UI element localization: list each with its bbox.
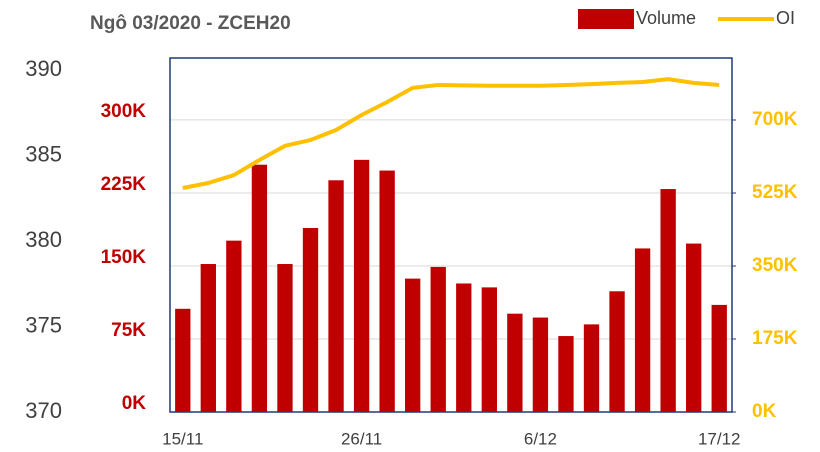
chart-title: Ngô 03/2020 - ZCEH20 [90, 13, 291, 34]
bar [456, 283, 472, 412]
y-tick-label: 225K [101, 174, 147, 195]
y-tick-label: 300K [101, 101, 147, 122]
bar [405, 278, 421, 412]
x-tick-label: 26/11 [341, 429, 382, 448]
bar [302, 227, 319, 412]
bar [686, 243, 702, 412]
plot-frame [169, 57, 733, 413]
bar [251, 164, 268, 412]
legend-label: Volume [636, 8, 696, 28]
bar [711, 304, 727, 412]
bar [328, 180, 344, 412]
y-tick-label: 150K [101, 247, 147, 268]
price-tick-label: 375 [25, 312, 62, 337]
legend-swatch [578, 9, 634, 29]
bar [558, 336, 574, 412]
bar [226, 240, 242, 412]
bar [200, 264, 216, 412]
bar [660, 189, 676, 412]
y-tick-label: 75K [111, 320, 146, 341]
bar [532, 317, 549, 412]
legend-label: OI [776, 8, 795, 28]
y2-tick-label: 525K [752, 182, 798, 203]
bar [583, 324, 600, 412]
y2-tick-label: 175K [752, 328, 798, 349]
price-tick-label: 380 [25, 227, 62, 252]
bar [277, 264, 293, 412]
y2-tick-label: 700K [752, 109, 798, 130]
bar [379, 170, 395, 412]
x-tick-label: 15/11 [162, 429, 203, 448]
price-tick-label: 385 [25, 141, 62, 166]
bar [481, 287, 497, 412]
bar [634, 248, 651, 412]
y-tick-label: 0K [122, 393, 147, 414]
price-tick-label: 370 [25, 398, 62, 423]
bar [353, 159, 370, 412]
line [182, 77, 720, 190]
y2-tick-label: 0K [752, 401, 777, 422]
bar [430, 266, 446, 412]
x-tick-label: 17/12 [698, 429, 741, 448]
price-tick-label: 390 [25, 56, 62, 81]
bar [507, 313, 523, 412]
bar [609, 291, 625, 412]
bar [175, 308, 191, 412]
y2-tick-label: 350K [752, 255, 798, 276]
x-tick-label: 6/12 [524, 429, 557, 448]
